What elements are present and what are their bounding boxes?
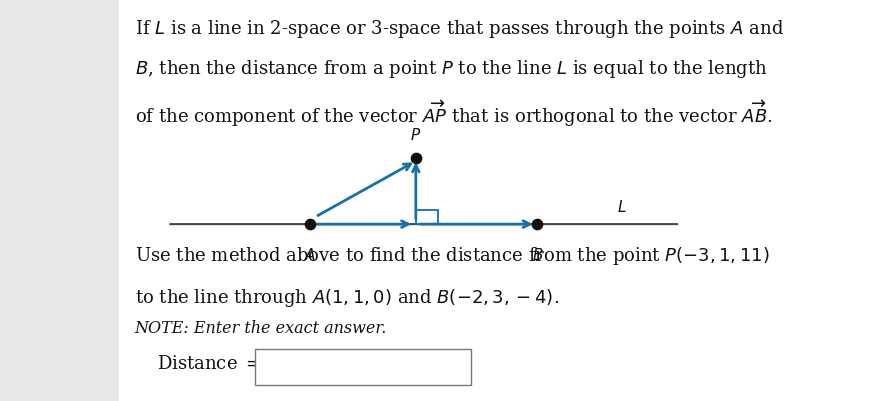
Point — [303, 221, 317, 228]
Text: of the component of the vector $\overrightarrow{AP}$ that is orthogonal to the v: of the component of the vector $\overrig… — [135, 98, 773, 129]
Text: $B$, then the distance from a point $P$ to the line $L$ is equal to the length: $B$, then the distance from a point $P$ … — [135, 58, 767, 80]
Text: $A$: $A$ — [304, 247, 316, 263]
Point — [409, 155, 423, 162]
Text: Distance $=$: Distance $=$ — [157, 354, 261, 372]
Text: Use the method above to find the distance from the point $P(-3, 1, 11)$: Use the method above to find the distanc… — [135, 245, 769, 267]
Text: $B$: $B$ — [531, 247, 544, 263]
Point — [530, 221, 544, 228]
Text: $P$: $P$ — [411, 126, 421, 142]
Text: to the line through $A(1, 1, 0)$ and $B(-2, 3, -4)$.: to the line through $A(1, 1, 0)$ and $B(… — [135, 287, 559, 309]
Text: $L$: $L$ — [617, 198, 626, 215]
Text: If $L$ is a line in 2-space or 3-space that passes through the points $A$ and: If $L$ is a line in 2-space or 3-space t… — [135, 18, 784, 40]
FancyBboxPatch shape — [255, 349, 471, 385]
Text: NOTE: Enter the exact answer.: NOTE: Enter the exact answer. — [135, 319, 387, 336]
Bar — [416, 211, 438, 225]
